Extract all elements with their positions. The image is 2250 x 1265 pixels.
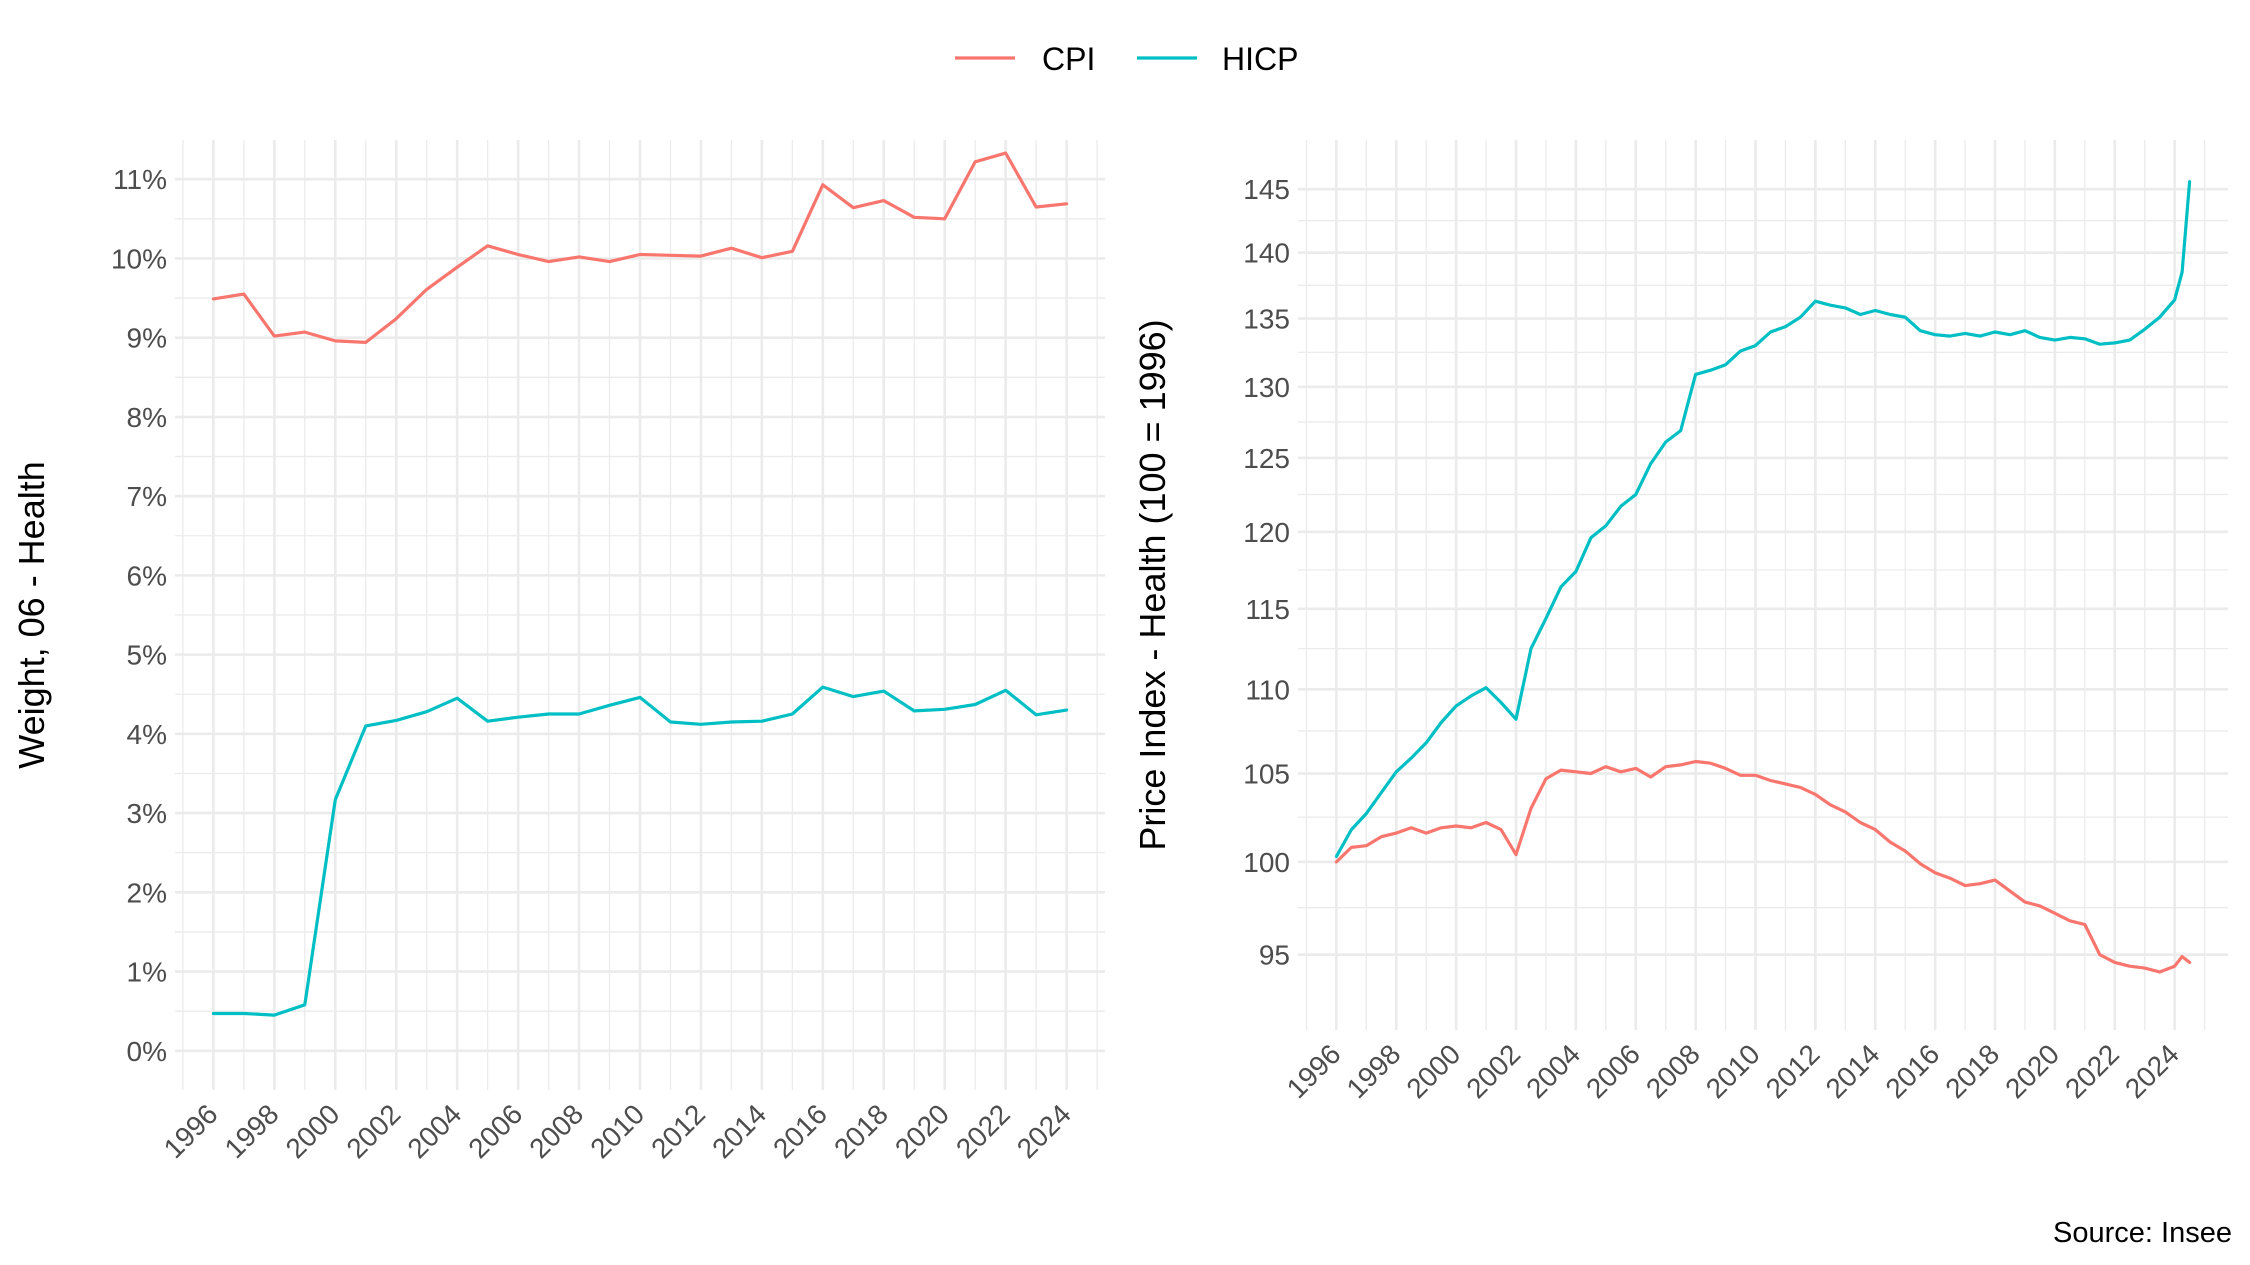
- x-tick-label: 2024: [1011, 1098, 1077, 1164]
- y-tick-label: 3%: [127, 798, 167, 829]
- y-tick-label: 5%: [127, 640, 167, 671]
- y-axis-title: Weight, 06 - Health: [11, 461, 52, 769]
- x-tick-label: 2004: [401, 1098, 467, 1164]
- y-tick-label: 95: [1259, 940, 1290, 971]
- x-tick-label: 2000: [280, 1098, 346, 1164]
- legend: CPI HICP: [955, 41, 1298, 77]
- y-tick-label: 7%: [127, 481, 167, 512]
- x-tick-label: 2004: [1520, 1038, 1586, 1104]
- y-tick-label: 105: [1243, 759, 1290, 790]
- legend-label-cpi: CPI: [1042, 41, 1095, 77]
- y-tick-label: 10%: [111, 243, 167, 274]
- y-tick-label: 2%: [127, 877, 167, 908]
- x-tick-label: 2000: [1400, 1038, 1466, 1104]
- y-tick-label: 8%: [127, 402, 167, 433]
- x-tick-label: 1996: [1281, 1038, 1347, 1104]
- y-tick-label: 140: [1243, 238, 1290, 269]
- y-axis-title: Price Index - Health (100 = 1996): [1132, 319, 1173, 850]
- x-tick-label: 2016: [767, 1098, 833, 1164]
- series-line-cpi: [211, 151, 1069, 344]
- x-tick-label: 2020: [1999, 1038, 2065, 1104]
- y-tick-label: 135: [1243, 304, 1290, 335]
- y-tick-label: 11%: [113, 164, 167, 195]
- x-tick-label: 2018: [1939, 1038, 2005, 1104]
- y-tick-label: 120: [1243, 517, 1290, 548]
- weight-panel: 1996199820002002200420062008201020122014…: [11, 140, 1105, 1164]
- series-line-hicp: [1334, 180, 2192, 859]
- x-tick-label: 2022: [950, 1098, 1016, 1164]
- x-tick-label: 2006: [1580, 1038, 1646, 1104]
- x-tick-label: 2008: [1640, 1038, 1706, 1104]
- series-line-cpi: [1334, 759, 2192, 974]
- y-tick-label: 4%: [127, 719, 167, 750]
- legend-label-hicp: HICP: [1222, 41, 1298, 77]
- x-tick-label: 2024: [2119, 1038, 2185, 1104]
- y-tick-label: 145: [1243, 174, 1290, 205]
- source-caption: Source: Insee: [2053, 1217, 2232, 1249]
- x-tick-label: 2010: [584, 1098, 650, 1164]
- y-tick-label: 115: [1245, 594, 1290, 625]
- gridlines: [175, 140, 1105, 1090]
- y-tick-label: 100: [1243, 847, 1290, 878]
- y-tick-label: 9%: [127, 323, 167, 354]
- y-tick-label: 1%: [127, 957, 167, 988]
- x-tick-label: 2020: [889, 1098, 955, 1164]
- x-tick-label: 2012: [1760, 1038, 1826, 1104]
- x-tick-label: 2014: [1820, 1038, 1886, 1104]
- y-tick-label: 130: [1243, 372, 1290, 403]
- x-tick-label: 2002: [1460, 1038, 1526, 1104]
- y-tick-label: 110: [1245, 674, 1290, 705]
- price-index-panel: 1996199820002002200420062008201020122014…: [1132, 140, 2228, 1104]
- x-tick-label: 1996: [158, 1098, 224, 1164]
- x-tick-label: 2002: [340, 1098, 406, 1164]
- y-tick-label: 125: [1243, 443, 1290, 474]
- x-tick-label: 2016: [1879, 1038, 1945, 1104]
- x-tick-label: 2008: [523, 1098, 589, 1164]
- gridlines: [1298, 140, 2228, 1030]
- x-tick-label: 2014: [706, 1098, 772, 1164]
- x-tick-label: 2018: [828, 1098, 894, 1164]
- y-tick-label: 6%: [127, 560, 167, 591]
- y-tick-label: 0%: [127, 1036, 167, 1067]
- x-tick-label: 1998: [1341, 1038, 1407, 1104]
- x-tick-label: 2012: [645, 1098, 711, 1164]
- x-tick-label: 1998: [219, 1098, 285, 1164]
- x-tick-label: 2022: [2059, 1038, 2125, 1104]
- series-line-hicp: [211, 685, 1069, 1017]
- x-tick-label: 2006: [462, 1098, 528, 1164]
- x-tick-label: 2010: [1700, 1038, 1766, 1104]
